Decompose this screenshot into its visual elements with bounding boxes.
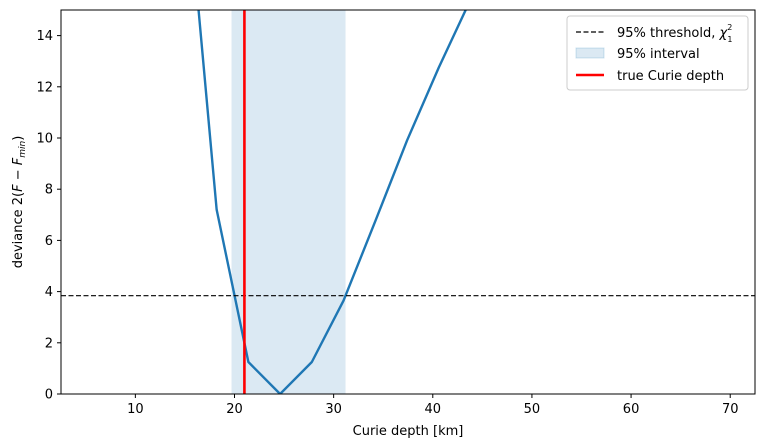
legend-threshold-chi: χ	[719, 26, 729, 41]
y-tick-label: 4	[45, 285, 53, 300]
legend-interval-label: 95% interval	[617, 47, 700, 62]
x-tick-label: 40	[425, 402, 442, 417]
legend-threshold-sup: 2	[727, 23, 732, 32]
y-axis-label-text: deviance 2(	[11, 192, 26, 268]
x-tick-label: 70	[722, 402, 739, 417]
confidence-interval-band	[231, 10, 346, 394]
x-axis-ticks: 10 20 30 40 50 60 70	[127, 394, 738, 417]
x-axis-label: Curie depth [km]	[353, 424, 464, 439]
legend-threshold-label: 95% threshold, χ2 1	[617, 23, 732, 44]
y-axis-label-sub: min	[18, 141, 28, 158]
legend-threshold-sub: 1	[727, 35, 732, 44]
deviance-curve	[197, 10, 467, 394]
y-tick-label: 10	[36, 132, 53, 147]
y-axis-ticks: 0 2 4 6 8 10 12 14	[36, 29, 61, 403]
y-axis-label: deviance 2(F − Fmin)	[11, 136, 28, 269]
y-axis-label-close: )	[11, 136, 26, 141]
y-tick-label: 12	[36, 80, 53, 95]
x-tick-label: 50	[524, 402, 541, 417]
plot-area	[61, 10, 755, 394]
legend-threshold-text: 95% threshold,	[617, 26, 720, 41]
y-tick-label: 2	[45, 336, 53, 351]
legend-box	[566, 15, 749, 91]
y-tick-label: 14	[36, 29, 53, 44]
legend-true-depth-label: true Curie depth	[617, 69, 724, 84]
axes-frame	[60, 9, 756, 395]
y-tick-label: 8	[45, 183, 53, 198]
y-axis-label-math: F − F	[11, 157, 26, 192]
legend-interval-swatch	[575, 47, 605, 59]
y-tick-label: 6	[45, 234, 53, 249]
x-tick-label: 30	[325, 402, 342, 417]
legend: 95% threshold, χ2 1 95% interval true Cur…	[566, 15, 749, 91]
y-tick-label: 0	[45, 388, 53, 403]
x-tick-label: 20	[226, 402, 243, 417]
x-tick-label: 10	[127, 402, 144, 417]
x-tick-label: 60	[623, 402, 640, 417]
